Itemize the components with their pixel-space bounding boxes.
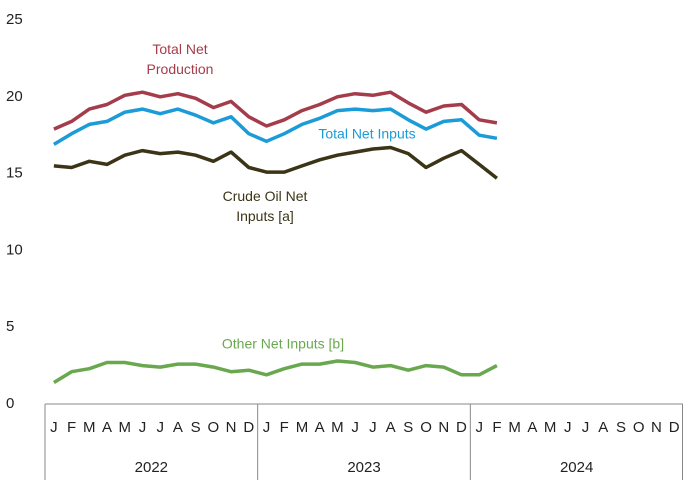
x-tick-label: O <box>208 419 220 436</box>
series-label: Other Net Inputs [b] <box>222 336 344 352</box>
x-tick-label: A <box>527 419 537 436</box>
x-tick-label: D <box>243 419 254 436</box>
series-label: Crude Oil Net Inputs [a] <box>223 188 308 224</box>
x-tick-label: A <box>598 419 608 436</box>
x-tick-label: F <box>492 419 501 436</box>
x-tick-label: N <box>226 419 237 436</box>
x-tick-label: S <box>191 419 201 436</box>
y-tick-label: 15 <box>6 165 23 182</box>
year-label: 2023 <box>347 459 380 476</box>
y-tick-label: 10 <box>6 241 23 258</box>
x-tick-label: O <box>420 419 432 436</box>
series-label-line: Inputs [a] <box>236 208 294 224</box>
x-tick-label: M <box>508 419 521 436</box>
x-tick-label: M <box>331 419 344 436</box>
series-label: Total Net Inputs <box>318 126 415 142</box>
y-tick-label: 25 <box>6 11 23 28</box>
x-tick-label: J <box>263 419 271 436</box>
y-tick-label: 0 <box>6 395 14 412</box>
year-label: 2024 <box>560 459 593 476</box>
x-tick-label: N <box>651 419 662 436</box>
x-tick-label: J <box>351 419 359 436</box>
x-tick-label: A <box>173 419 183 436</box>
x-tick-label: J <box>139 419 147 436</box>
x-tick-label: J <box>582 419 590 436</box>
series-label-line: Total Net <box>152 41 207 57</box>
x-tick-label: M <box>296 419 309 436</box>
y-tick-label: 5 <box>6 318 14 335</box>
x-tick-label: S <box>616 419 626 436</box>
x-tick-label: A <box>315 419 325 436</box>
series-label-line: Crude Oil Net <box>223 188 308 204</box>
year-label: 2022 <box>135 459 168 476</box>
series-label: Total Net Production <box>147 41 214 77</box>
x-tick-label: J <box>156 419 164 436</box>
x-tick-label: A <box>102 419 112 436</box>
x-tick-label: J <box>369 419 377 436</box>
x-tick-label: S <box>403 419 413 436</box>
line-series <box>53 145 498 180</box>
y-tick-label: 20 <box>6 88 23 105</box>
series-label-line: Production <box>147 61 214 77</box>
x-tick-label: J <box>564 419 572 436</box>
x-tick-label: N <box>438 419 449 436</box>
x-tick-label: J <box>475 419 483 436</box>
x-tick-label: D <box>456 419 467 436</box>
x-tick-label: F <box>280 419 289 436</box>
x-tick-label: D <box>669 419 680 436</box>
line-series <box>53 90 498 131</box>
x-tick-label: F <box>67 419 76 436</box>
x-tick-label: M <box>83 419 96 436</box>
x-tick-label: O <box>633 419 645 436</box>
x-tick-label: A <box>386 419 396 436</box>
x-tick-label: M <box>544 419 557 436</box>
line-series <box>52 359 498 384</box>
line-series <box>52 107 498 146</box>
x-tick-label: J <box>50 419 58 436</box>
x-tick-label: M <box>119 419 132 436</box>
